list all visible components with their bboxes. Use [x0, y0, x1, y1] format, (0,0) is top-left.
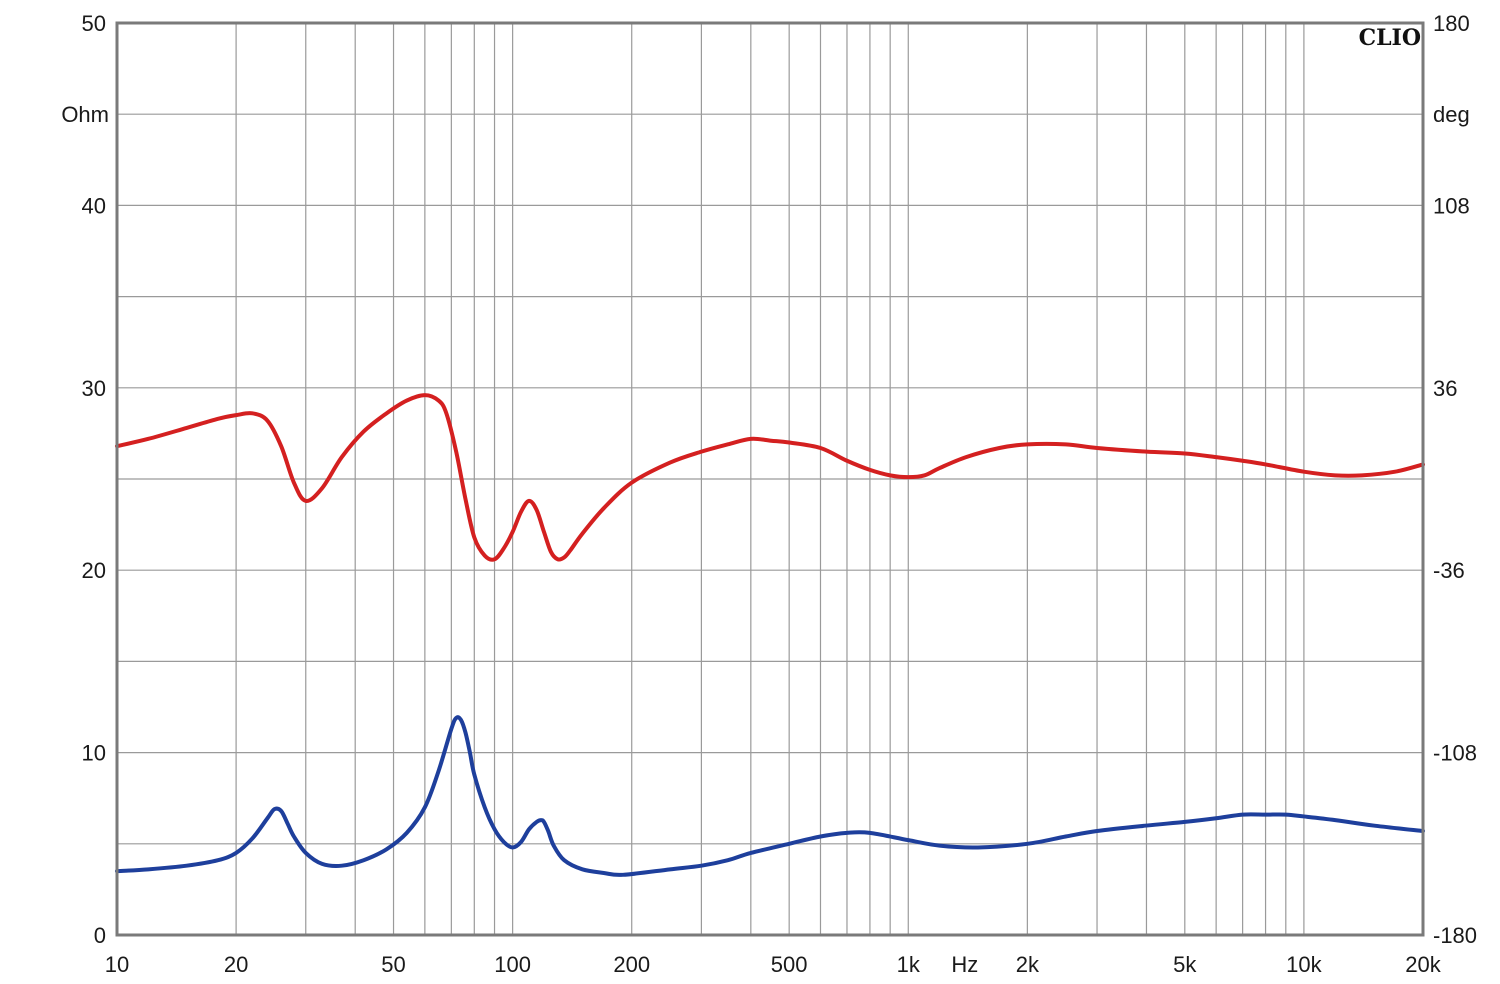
clio-brand-label: CLIO — [1359, 25, 1421, 51]
tick-labels: 10 20 50 100 200 500 1k 2k 5k 10k 20k Hz 0 10 20 30 40 50… — [61, 11, 1477, 977]
x-tick-label: 2k — [1016, 952, 1040, 977]
y-left-tick-label: 0 — [94, 923, 106, 948]
series-layer — [115, 393, 1425, 877]
y-left-tick-label: 40 — [82, 193, 106, 218]
y-right-tick-label: 180 — [1433, 11, 1470, 36]
x-tick-label: 10 — [105, 952, 129, 977]
series-line-2 — [115, 715, 1425, 877]
y-left-tick-label: 20 — [82, 558, 106, 583]
y-right-unit-label: deg — [1433, 102, 1470, 127]
y-left-tick-label: 50 — [82, 11, 106, 36]
x-axis-unit-label: Hz — [951, 952, 978, 977]
x-tick-label: 100 — [494, 952, 531, 977]
x-tick-label: 5k — [1173, 952, 1197, 977]
grid — [116, 22, 1424, 936]
x-tick-label: 20 — [224, 952, 248, 977]
y-right-tick-label: -108 — [1433, 741, 1477, 766]
plot-frame — [115, 21, 1425, 937]
y-left-tick-label: 10 — [82, 741, 106, 766]
x-tick-label: 50 — [381, 952, 405, 977]
y-right-tick-label: -180 — [1433, 923, 1477, 948]
y-left-unit-label: Ohm — [61, 102, 109, 127]
x-tick-label: 1k — [897, 952, 921, 977]
y-left-tick-label: 30 — [82, 376, 106, 401]
y-right-tick-label: -36 — [1433, 558, 1465, 583]
x-tick-label: 500 — [771, 952, 808, 977]
y-right-tick-label: 36 — [1433, 376, 1457, 401]
y-right-tick-label: 108 — [1433, 193, 1470, 218]
x-tick-label: 10k — [1286, 952, 1322, 977]
x-tick-label: 20k — [1405, 952, 1441, 977]
x-tick-label: 200 — [613, 952, 650, 977]
series-line-1 — [115, 393, 1425, 562]
